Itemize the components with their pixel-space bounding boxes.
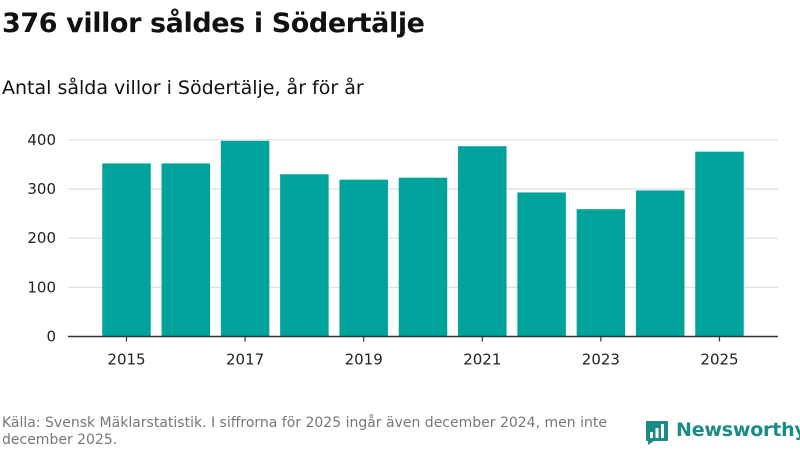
x-tick-label-2025: 2025 xyxy=(700,351,738,369)
bar-2018 xyxy=(280,174,329,337)
bar-2024 xyxy=(635,190,685,337)
y-tick-label-300: 300 xyxy=(27,180,56,198)
bar-2017 xyxy=(220,140,270,337)
x-tick-label-2019: 2019 xyxy=(345,351,383,369)
bar-2021 xyxy=(458,146,507,337)
y-tick-label-100: 100 xyxy=(27,278,56,296)
bar-2023 xyxy=(576,209,626,337)
bar-chart: 0 100 200 300 400 2015 2017 2019 2021 2023 2025 xyxy=(27,131,778,369)
newsworthy-brand[interactable]: Newsworthy xyxy=(643,417,800,449)
source-note: Källa: Svensk Mäklarstatistik. I siffror… xyxy=(2,415,607,448)
bar-2016 xyxy=(161,163,211,337)
bar-2022 xyxy=(517,192,566,337)
x-axis xyxy=(68,335,778,342)
chart-subtitle: Antal sålda villor i Södertälje, år för … xyxy=(2,77,364,99)
chart-title: 376 villor såldes i Södertälje xyxy=(2,8,425,39)
y-tick-label-200: 200 xyxy=(27,229,56,247)
x-tick-label-2015: 2015 xyxy=(107,351,145,369)
y-tick-label-0: 0 xyxy=(46,328,56,346)
bar-2020 xyxy=(398,177,448,337)
brand-name: Newsworthy xyxy=(676,419,800,441)
bar-2015 xyxy=(102,163,151,337)
newsworthy-logo-icon xyxy=(646,421,668,445)
x-tick-label-2021: 2021 xyxy=(463,351,501,369)
y-axis-tick-labels: 0 100 200 300 400 xyxy=(27,131,56,346)
x-tick-label-2023: 2023 xyxy=(582,351,620,369)
x-tick-label-2017: 2017 xyxy=(226,351,264,369)
y-tick-label-400: 400 xyxy=(27,131,56,149)
x-axis-tick-labels: 2015 2017 2019 2021 2023 2025 xyxy=(107,351,738,369)
bar-2025 xyxy=(695,151,744,337)
bar-2019 xyxy=(339,179,388,337)
bars xyxy=(102,140,744,337)
